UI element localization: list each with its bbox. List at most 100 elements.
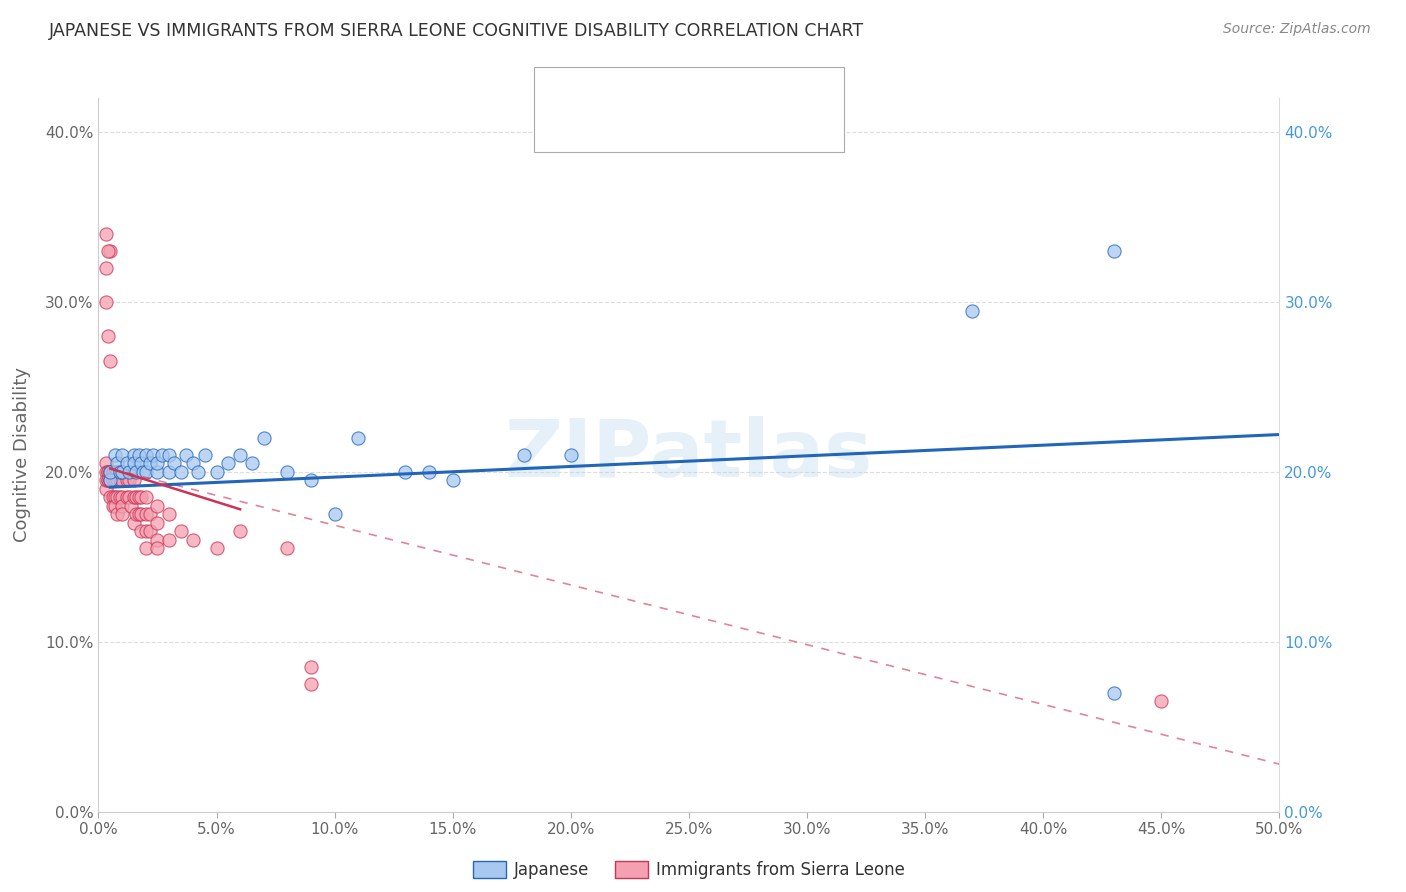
Point (394, 465, 416, 479)
Point (205, 541, 228, 556)
Point (104, 491, 127, 505)
Point (229, 524, 252, 539)
Point (129, 491, 152, 505)
Point (181, 457, 204, 471)
Point (105, 491, 128, 505)
Point (146, 465, 169, 479)
Point (111, 499, 134, 513)
Text: Source: ZipAtlas.com: Source: ZipAtlas.com (1223, 22, 1371, 37)
Point (146, 533, 169, 547)
Point (111, 508, 134, 522)
Point (217, 457, 239, 471)
Point (299, 660, 322, 674)
Point (146, 499, 169, 513)
Point (128, 448, 150, 462)
Point (105, 457, 128, 471)
Point (1102, 686, 1125, 700)
Point (125, 465, 148, 479)
Point (98, 465, 121, 479)
Point (122, 474, 145, 488)
Point (105, 474, 128, 488)
Point (187, 465, 209, 479)
Point (170, 465, 193, 479)
Point (111, 491, 134, 505)
Point (101, 465, 124, 479)
Point (122, 457, 145, 471)
Point (163, 457, 186, 471)
Point (97, 474, 120, 488)
Point (98, 465, 121, 479)
Point (229, 448, 252, 462)
Point (240, 457, 263, 471)
Point (299, 474, 322, 488)
Point (111, 465, 134, 479)
Point (122, 448, 145, 462)
Point (101, 474, 124, 488)
Point (108, 465, 131, 479)
Point (125, 491, 148, 505)
Point (139, 508, 162, 522)
Y-axis label: Cognitive Disability: Cognitive Disability (13, 368, 31, 542)
Point (98, 465, 121, 479)
Point (97, 244, 120, 258)
Point (98, 474, 121, 488)
Point (94, 227, 117, 241)
Point (135, 541, 157, 556)
Point (122, 516, 145, 530)
Point (139, 524, 162, 539)
Point (157, 508, 180, 522)
Point (118, 491, 141, 505)
Point (108, 474, 131, 488)
Point (98, 354, 121, 368)
Text: ZIPatlas: ZIPatlas (505, 416, 873, 494)
Text: N = 47: N = 47 (710, 80, 772, 98)
Point (118, 474, 141, 488)
Point (128, 491, 150, 505)
Point (129, 457, 152, 471)
Point (121, 499, 143, 513)
Text: 0.112: 0.112 (644, 80, 696, 98)
Point (111, 465, 134, 479)
Point (181, 533, 204, 547)
Point (94, 465, 117, 479)
Point (98, 244, 121, 258)
Point (97, 465, 120, 479)
Point (146, 541, 169, 556)
Point (170, 524, 193, 539)
Point (101, 499, 124, 513)
Point (97, 465, 120, 479)
Point (139, 457, 162, 471)
Point (276, 465, 298, 479)
Point (94, 260, 117, 275)
Point (105, 508, 128, 522)
Point (962, 303, 984, 318)
Point (205, 465, 228, 479)
Point (104, 448, 127, 462)
Point (194, 448, 217, 462)
Point (128, 508, 150, 522)
Point (108, 491, 131, 505)
Point (111, 474, 134, 488)
Point (94, 457, 117, 471)
Point (101, 491, 124, 505)
Text: -0.124: -0.124 (644, 112, 703, 129)
Point (135, 524, 157, 539)
Point (253, 431, 276, 445)
Point (512, 448, 534, 462)
Point (150, 448, 173, 462)
Point (98, 474, 121, 488)
Point (118, 465, 141, 479)
Point (299, 677, 322, 691)
Point (146, 516, 169, 530)
Point (104, 499, 127, 513)
Point (157, 533, 180, 547)
Point (347, 431, 370, 445)
Point (418, 465, 440, 479)
Point (125, 508, 148, 522)
Legend: Japanese, Immigrants from Sierra Leone: Japanese, Immigrants from Sierra Leone (465, 854, 912, 886)
Text: JAPANESE VS IMMIGRANTS FROM SIERRA LEONE COGNITIVE DISABILITY CORRELATION CHART: JAPANESE VS IMMIGRANTS FROM SIERRA LEONE… (49, 22, 865, 40)
Point (122, 491, 145, 505)
Point (94, 474, 117, 488)
Point (135, 508, 157, 522)
Point (135, 448, 157, 462)
